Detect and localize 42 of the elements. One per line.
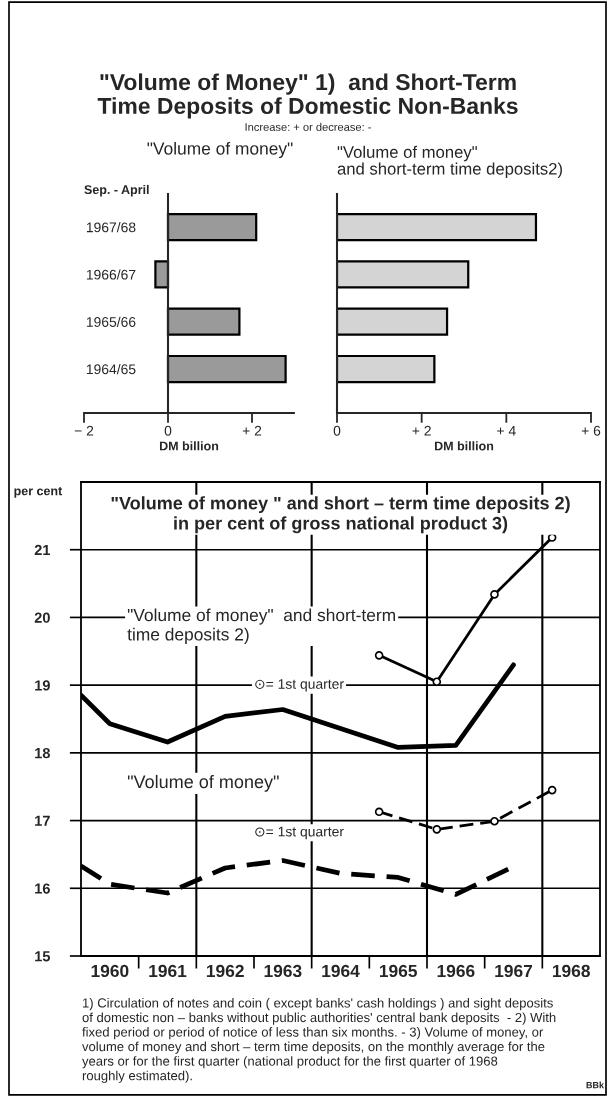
x-tick-label: + 6 [581, 425, 601, 436]
x-tick-label: 1964 [322, 964, 360, 978]
annotation: "Volume of money" and short-term time deposits 2) [127, 608, 395, 644]
x-tick-label: 1960 [91, 964, 129, 978]
x-tick-label: 0 [164, 425, 172, 436]
text: "Volume of money" [147, 141, 293, 159]
x-tick-label: 1963 [264, 964, 302, 978]
y-axis-title: per cent [14, 487, 63, 498]
y-tick-label: 18 [35, 747, 50, 759]
x-tick-label: + 4 [497, 426, 516, 436]
y-tick-label: 16 [35, 883, 50, 894]
chart-title: "Volume of Money" 1) and Short-Term Time Deposits of Domestic Non-Banks [97, 73, 518, 119]
x-tick-label: 0 [333, 425, 341, 436]
x-tick-label: − 2 [74, 425, 94, 436]
x-tick-label: + 2 [412, 425, 431, 436]
x-tick-label: 1967 [495, 964, 533, 978]
text: BBk [586, 1081, 605, 1089]
chart-title: "Volume of money" and short-term time deposits2) [337, 145, 562, 179]
y-tick-label: 1965/66 [86, 316, 136, 327]
annotation: ⊙= 1st quarter [255, 826, 344, 840]
x-axis-title: DM billion [159, 441, 219, 451]
annotation: ⊙= 1st quarter [255, 679, 344, 692]
x-tick-label: 1968 [552, 964, 590, 978]
x-axis-title: DM billion [434, 441, 494, 451]
y-tick-label: 19 [35, 680, 50, 691]
x-tick-label: 1965 [379, 964, 417, 978]
chart-subtitle: Increase: + or decrease: - [245, 122, 371, 131]
y-tick-label: 15 [35, 951, 51, 962]
y-axis-title: Sep. - April [84, 184, 149, 197]
y-tick-label: 21 [34, 544, 51, 555]
annotation: "Volume of money" [127, 774, 279, 792]
text: 1) Circulation of notes and coin ( except banks' cash holdings ) and sight deposits of domestic non – banks without public authorities' central bank deposits - 2) With fixed period or period of notice of less than six months. - 3) Volume of money, or volume of money and short – term time deposits, on the monthly average for the years or for the first quarter (national product for the first quarter of 1968 roughly estimated). [82, 998, 556, 1083]
y-tick-label: 1964/65 [86, 363, 136, 375]
y-tick-label: 17 [35, 815, 50, 826]
text: "Volume of money " and short – term time deposits 2) in per cent of gross national product 3) [111, 496, 570, 534]
x-tick-label: 1966 [437, 964, 475, 978]
x-tick-label: 1962 [206, 964, 244, 978]
x-tick-label: 1961 [149, 964, 187, 978]
x-tick-label: + 2 [242, 425, 262, 436]
y-tick-label: 1966/67 [86, 269, 136, 280]
y-tick-label: 1967/68 [86, 222, 136, 233]
y-tick-label: 20 [34, 612, 50, 623]
